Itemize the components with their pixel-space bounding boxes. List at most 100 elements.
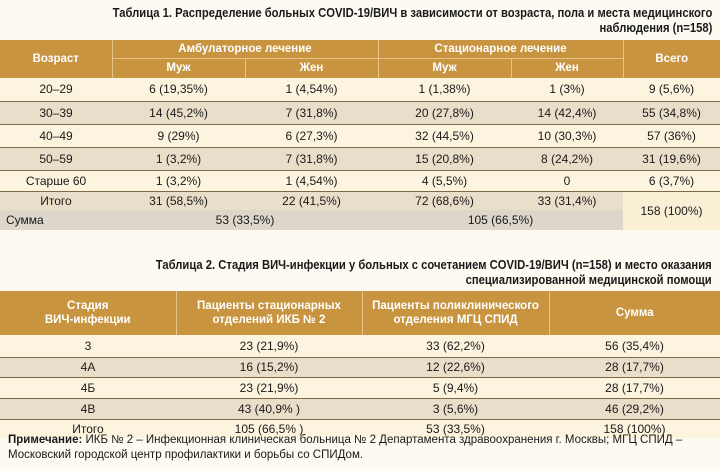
table2-caption-title: Таблица 2. (156, 258, 216, 272)
header-age: Возраст (0, 40, 112, 78)
cell-amb-female: 7 (31,8%) (245, 101, 378, 125)
cell-amb-male: 1 (3,2%) (112, 147, 245, 171)
header-stage-l1: Стадия (67, 300, 109, 312)
cell-amb-male: 31 (58,5%) (112, 191, 245, 210)
cell-amb-female: 7 (31,8%) (245, 147, 378, 171)
cell-sum: 28 (17,7%) (549, 357, 720, 378)
cell-amb-female: 22 (41,5%) (245, 191, 378, 210)
cell-inp-female: 10 (30,3%) (511, 124, 624, 148)
header-mgc-l1: Пациенты поликлинического (372, 300, 539, 312)
cell-sum: 28 (17,7%) (549, 377, 720, 399)
header-stage-l2: ВИЧ-инфекции (44, 314, 131, 326)
table-row: 3 23 (21,9%) 33 (62,2%) 56 (35,4%) (0, 335, 720, 358)
table-row: 20–29 6 (19,35%) 1 (4,54%) 1 (1,38%) 1 (… (0, 78, 720, 102)
cell-total: 57 (36%) (623, 124, 720, 148)
cell-total: 55 (34,8%) (623, 101, 720, 125)
table2: Стадия ВИЧ-инфекции Пациенты стационарны… (0, 291, 720, 438)
cell-mgc: 53 (33,5%) (362, 419, 549, 438)
cell-mgc: 12 (22,6%) (362, 357, 549, 378)
table-row: 4В 43 (40,9% ) 3 (5,6%) 46 (29,2%) (0, 398, 720, 420)
table-row-total: Итого 105 (66,5% ) 53 (33,5%) 158 (100%) (0, 419, 720, 438)
header-mgc: Пациенты поликлинического отделения МГЦ … (361, 291, 549, 335)
header-sum: Сумма (548, 291, 720, 335)
cell-age: 50–59 (0, 147, 112, 171)
cell-age: 30–39 (0, 101, 112, 125)
table-row: 30–39 14 (45,2%) 7 (31,8%) 20 (27,8%) 14… (0, 101, 720, 125)
table2-caption-line2: специализированной медицинской помощи (465, 273, 712, 287)
cell-mgc: 3 (5,6%) (362, 398, 549, 420)
cell-grand-total: 158 (100%) (623, 191, 720, 230)
table1-caption-line1: Распределение больных COVID-19/ВИЧ в зав… (174, 6, 712, 20)
cell-ikb: 43 (40,9% ) (176, 398, 362, 420)
cell-amb-female: 1 (4,54%) (245, 170, 378, 192)
cell-stage: Итого (0, 419, 176, 438)
cell-total: 31 (19,6%) (623, 147, 720, 171)
footnote-text: ИКБ № 2 – Инфекционная клиническая больн… (8, 434, 683, 461)
cell-stage: 4В (0, 398, 176, 420)
cell-inp-male: 72 (68,6%) (378, 191, 511, 210)
cell-age: Старше 60 (0, 170, 112, 192)
header-amb-male: Муж (111, 57, 245, 78)
header-mgc-l2: отделения МГЦ СПИД (393, 314, 518, 326)
header-ambulatory: Амбулаторное лечение (111, 40, 378, 58)
cell-amb-male: 1 (3,2%) (112, 170, 245, 192)
table1: Возраст Амбулаторное лечение Стационарно… (0, 40, 720, 230)
cell-sum-inpatient: 105 (66,5%) (378, 210, 624, 230)
cell-total: 9 (5,6%) (623, 78, 720, 102)
cell-inp-male: 32 (44,5%) (378, 124, 511, 148)
cell-ikb: 105 (66,5% ) (176, 419, 362, 438)
cell-age: 20–29 (0, 78, 112, 102)
cell-inp-female: 8 (24,2%) (511, 147, 624, 171)
header-inpatient: Стационарное лечение (377, 40, 624, 58)
cell-mgc: 5 (9,4%) (362, 377, 549, 399)
cell-amb-male: 14 (45,2%) (112, 101, 245, 125)
table1-caption: Таблица 1. Распределение больных COVID-1… (112, 6, 712, 36)
cell-inp-male: 4 (5,5%) (378, 170, 511, 192)
table1-caption-line2: наблюдения (n=158) (599, 21, 712, 35)
cell-sum: 56 (35,4%) (549, 335, 720, 358)
cell-sum-label: Сумма (0, 210, 112, 230)
cell-inp-female: 33 (31,4%) (511, 191, 624, 210)
cell-sum: 158 (100%) (549, 419, 720, 438)
cell-age: 40–49 (0, 124, 112, 148)
cell-amb-female: 1 (4,54%) (245, 78, 378, 102)
cell-amb-male: 6 (19,35%) (112, 78, 245, 102)
table-row: 50–59 1 (3,2%) 7 (31,8%) 15 (20,8%) 8 (2… (0, 147, 720, 171)
cell-stage: 4А (0, 357, 176, 378)
table-row: 40–49 9 (29%) 6 (27,3%) 32 (44,5%) 10 (3… (0, 124, 720, 148)
cell-stage: 3 (0, 335, 176, 358)
cell-amb-female: 6 (27,3%) (245, 124, 378, 148)
cell-stage: 4Б (0, 377, 176, 399)
cell-total: 6 (3,7%) (623, 170, 720, 192)
header-ikb: Пациенты стационарных отделений ИКБ № 2 (175, 291, 362, 335)
footnote: Примечание: ИКБ № 2 – Инфекционная клини… (8, 433, 712, 463)
table1-caption-title: Таблица 1. (112, 6, 172, 20)
cell-amb-male: 9 (29%) (112, 124, 245, 148)
table2-caption: Таблица 2. Стадия ВИЧ-инфекции у больных… (156, 258, 712, 288)
cell-inp-female: 0 (511, 170, 624, 192)
header-total: Всего (622, 40, 720, 78)
cell-inp-male: 1 (1,38%) (378, 78, 511, 102)
cell-sum-ambulatory: 53 (33,5%) (112, 210, 378, 230)
table-row: Старше 60 1 (3,2%) 1 (4,54%) 4 (5,5%) 0 … (0, 170, 720, 192)
table-row: 4Б 23 (21,9%) 5 (9,4%) 28 (17,7%) (0, 377, 720, 399)
table-row: 4А 16 (15,2%) 12 (22,6%) 28 (17,7%) (0, 357, 720, 378)
cell-age: Итого (0, 191, 112, 210)
cell-inp-male: 20 (27,8%) (378, 101, 511, 125)
cell-inp-female: 1 (3%) (511, 78, 624, 102)
cell-mgc: 33 (62,2%) (362, 335, 549, 358)
header-inp-male: Муж (377, 57, 511, 78)
header-amb-female: Жен (244, 57, 378, 78)
cell-ikb: 23 (21,9%) (176, 377, 362, 399)
header-ikb-l1: Пациенты стационарных (197, 300, 341, 312)
cell-sum: 46 (29,2%) (549, 398, 720, 420)
cell-inp-female: 14 (42,4%) (511, 101, 624, 125)
cell-inp-male: 15 (20,8%) (378, 147, 511, 171)
table-row-sum: Сумма 53 (33,5%) 105 (66,5%) (0, 210, 720, 230)
header-inp-female: Жен (510, 57, 624, 78)
cell-ikb: 23 (21,9%) (176, 335, 362, 358)
footnote-label: Примечание: (8, 434, 83, 446)
table-row-total: Итого 31 (58,5%) 22 (41,5%) 72 (68,6%) 3… (0, 191, 720, 230)
cell-ikb: 16 (15,2%) (176, 357, 362, 378)
header-ikb-l2: отделений ИКБ № 2 (212, 314, 326, 326)
